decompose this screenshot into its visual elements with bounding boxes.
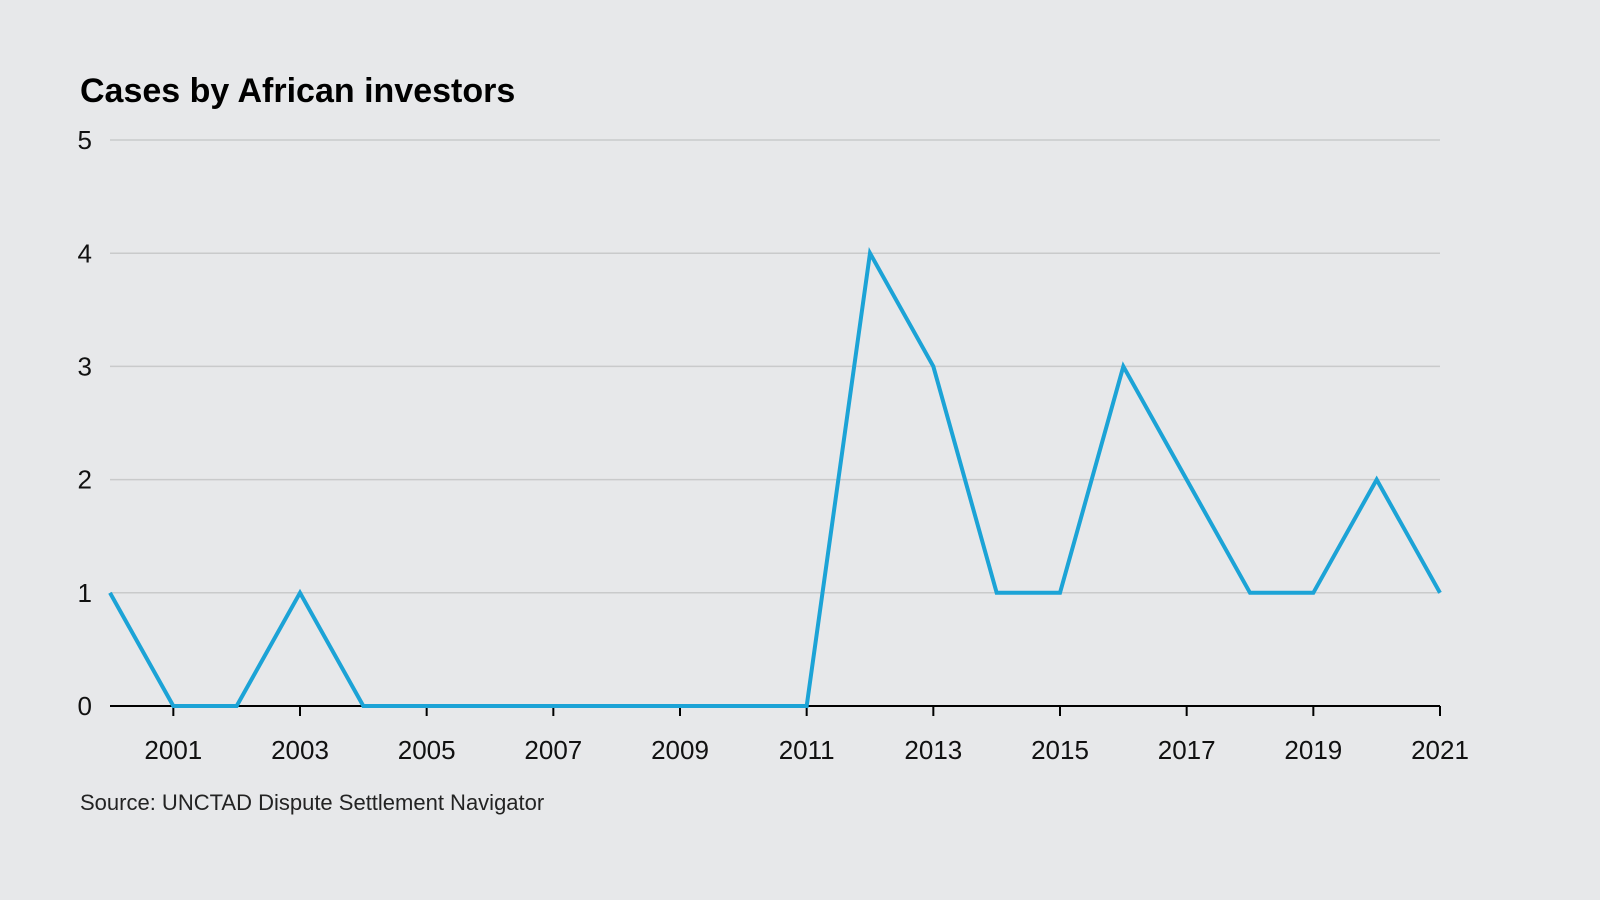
y-tick-label: 1 xyxy=(78,578,92,608)
y-tick-label: 4 xyxy=(78,238,92,268)
chart-area: 2001200320052007200920112013201520172019… xyxy=(110,140,1440,706)
x-tick-label: 2011 xyxy=(779,735,835,765)
x-tick-label: 2021 xyxy=(1411,735,1469,765)
y-tick-label: 2 xyxy=(78,465,92,495)
source-caption: Source: UNCTAD Dispute Settlement Naviga… xyxy=(80,790,544,816)
y-tick-label: 5 xyxy=(78,125,92,155)
x-tick-label: 2005 xyxy=(398,735,456,765)
x-tick-label: 2001 xyxy=(144,735,202,765)
y-tick-label: 3 xyxy=(78,352,92,382)
x-tick-label: 2003 xyxy=(271,735,329,765)
x-tick-label: 2007 xyxy=(524,735,582,765)
x-tick-label: 2017 xyxy=(1158,735,1216,765)
y-tick-label: 0 xyxy=(78,691,92,721)
x-tick-label: 2015 xyxy=(1031,735,1089,765)
x-tick-label: 2019 xyxy=(1284,735,1342,765)
chart-title: Cases by African investors xyxy=(80,72,515,111)
chart-svg: 2001200320052007200920112013201520172019… xyxy=(110,140,1440,706)
page-root: Cases by African investors 2001200320052… xyxy=(0,0,1600,900)
x-tick-label: 2009 xyxy=(651,735,709,765)
x-tick-label: 2013 xyxy=(904,735,962,765)
